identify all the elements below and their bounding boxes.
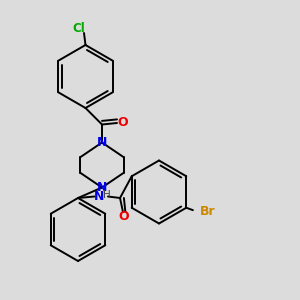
Text: O: O	[118, 210, 129, 223]
Text: N: N	[97, 181, 107, 194]
Text: H: H	[103, 190, 111, 200]
Text: Br: Br	[200, 205, 215, 218]
Text: Cl: Cl	[73, 22, 85, 35]
Text: O: O	[117, 116, 128, 130]
Text: N: N	[97, 136, 107, 149]
Text: N: N	[94, 190, 104, 203]
